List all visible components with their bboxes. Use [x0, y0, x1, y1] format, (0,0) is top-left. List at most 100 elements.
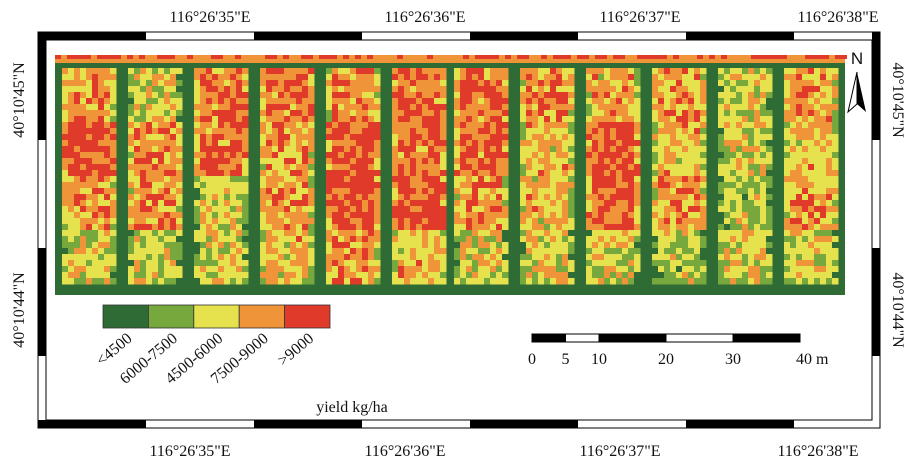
raster-cell: [146, 194, 153, 201]
raster-cell: [454, 74, 461, 81]
raster-cell: [146, 206, 153, 213]
raster-cell: [556, 80, 563, 87]
raster-cell: [694, 152, 701, 159]
raster-cell: [302, 92, 309, 99]
raster-cell: [176, 146, 183, 153]
raster-cell: [556, 266, 563, 273]
raster-cell: [454, 134, 461, 141]
raster-cell: [490, 194, 497, 201]
raster-cell: [410, 248, 417, 255]
raster-cell: [724, 260, 731, 267]
raster-cell: [478, 116, 485, 123]
raster-cell: [164, 140, 171, 147]
raster-cell: [736, 278, 743, 285]
raster-cell: [604, 86, 611, 93]
raster-cell: [568, 236, 575, 243]
raster-cell: [98, 230, 105, 237]
raster-cell: [62, 146, 69, 153]
raster-cell: [152, 188, 159, 195]
raster-cell: [496, 152, 503, 159]
raster-cell: [332, 170, 339, 177]
raster-cell: [484, 278, 491, 285]
raster-cell: [398, 260, 405, 267]
raster-cell: [472, 242, 479, 249]
raster-cell: [290, 110, 297, 117]
raster-cell: [440, 170, 447, 177]
raster-cell: [200, 254, 207, 261]
raster-cell: [404, 68, 411, 75]
raster-cell: [235, 55, 241, 59]
raster-cell: [332, 206, 339, 213]
raster-cell: [466, 272, 473, 279]
raster-cell: [260, 266, 267, 273]
raster-cell: [760, 128, 767, 135]
raster-cell: [496, 206, 503, 213]
raster-cell: [362, 134, 369, 141]
raster-cell: [344, 164, 351, 171]
raster-cell: [170, 146, 177, 153]
raster-cell: [272, 140, 279, 147]
raster-cell: [440, 224, 447, 231]
raster-cell: [206, 218, 213, 225]
raster-cell: [460, 236, 467, 243]
raster-cell: [146, 116, 153, 123]
raster-cell: [128, 74, 135, 81]
raster-cell: [242, 260, 249, 267]
legend-swatch: [239, 305, 284, 328]
raster-cell: [664, 152, 671, 159]
raster-cell: [200, 230, 207, 237]
raster-cell: [278, 248, 285, 255]
raster-cell: [356, 182, 363, 189]
raster-cell: [374, 92, 381, 99]
raster-cell: [290, 266, 297, 273]
raster-cell: [212, 182, 219, 189]
raster-cell: [104, 158, 111, 165]
raster-cell: [592, 200, 599, 207]
raster-cell: [718, 110, 725, 117]
raster-cell: [332, 224, 339, 231]
raster-cell: [170, 80, 177, 87]
raster-cell: [736, 242, 743, 249]
raster-cell: [194, 146, 201, 153]
raster-cell: [490, 260, 497, 267]
raster-cell: [541, 55, 547, 59]
raster-cell: [460, 104, 467, 111]
raster-cell: [676, 68, 683, 75]
raster-cell: [604, 92, 611, 99]
raster-cell: [784, 254, 791, 261]
raster-cell: [344, 212, 351, 219]
raster-cell: [520, 272, 527, 279]
raster-cell: [658, 128, 665, 135]
raster-cell: [194, 104, 201, 111]
raster-cell: [496, 104, 503, 111]
raster-cell: [676, 212, 683, 219]
raster-cell: [538, 230, 545, 237]
raster-cell: [568, 200, 575, 207]
raster-cell: [766, 266, 773, 273]
raster-cell: [236, 260, 243, 267]
north-label: N: [851, 49, 863, 68]
raster-cell: [92, 218, 99, 225]
raster-cell: [682, 236, 689, 243]
raster-cell: [416, 236, 423, 243]
raster-cell: [688, 206, 695, 213]
raster-cell: [496, 212, 503, 219]
raster-cell: [634, 122, 641, 129]
raster-cell: [586, 212, 593, 219]
raster-cell: [428, 104, 435, 111]
raster-cell: [502, 176, 509, 183]
raster-cell: [92, 200, 99, 207]
raster-cell: [454, 200, 461, 207]
raster-cell: [296, 272, 303, 279]
raster-cell: [80, 200, 87, 207]
raster-cell: [676, 278, 683, 285]
raster-cell: [802, 170, 809, 177]
raster-cell: [736, 146, 743, 153]
raster-cell: [206, 122, 213, 129]
raster-cell: [200, 188, 207, 195]
raster-cell: [652, 152, 659, 159]
raster-cell: [550, 194, 557, 201]
raster-cell: [664, 98, 671, 105]
latitude-label: 40°10'44"N: [889, 272, 906, 348]
raster-cell: [98, 254, 105, 261]
